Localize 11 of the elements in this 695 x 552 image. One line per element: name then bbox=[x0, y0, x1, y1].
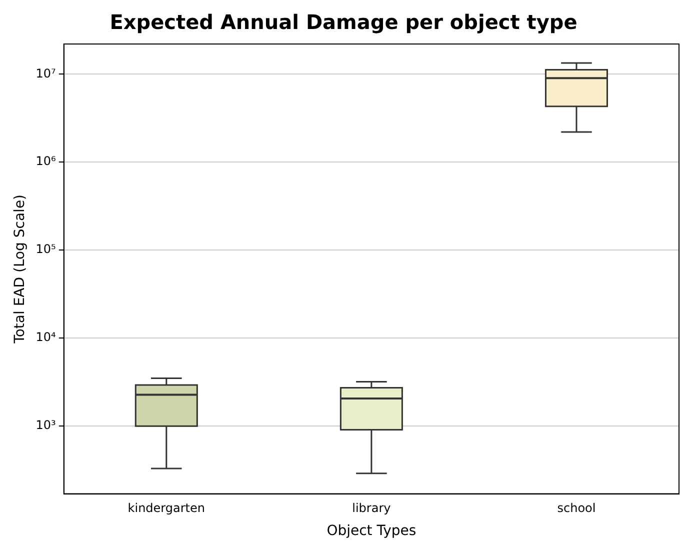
x-tick-label: school bbox=[557, 501, 596, 516]
chart-title: Expected Annual Damage per object type bbox=[110, 10, 578, 34]
y-tick-label: 10⁶ bbox=[36, 154, 56, 168]
y-tick-label: 10⁵ bbox=[36, 242, 56, 256]
y-tick-label: 10⁴ bbox=[36, 330, 56, 344]
x-tick-label: library bbox=[352, 501, 391, 516]
y-axis-title: Total EAD (Log Scale) bbox=[12, 194, 28, 344]
x-axis-title: Object Types bbox=[326, 523, 416, 540]
y-tick-label: 10⁷ bbox=[36, 66, 56, 80]
x-tick-label: kindergarten bbox=[128, 501, 206, 516]
y-tick-label: 10³ bbox=[36, 418, 56, 432]
